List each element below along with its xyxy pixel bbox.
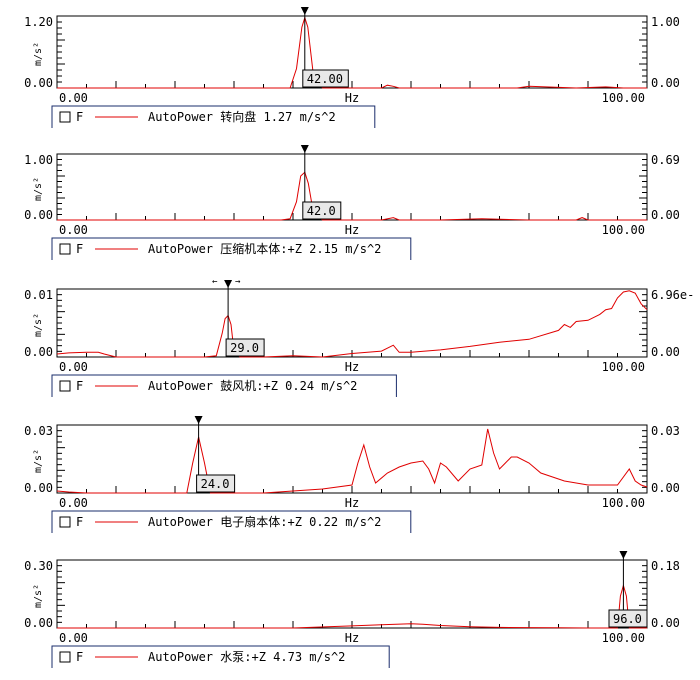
plot-frame[interactable] [56, 424, 648, 494]
x-axis-unit-label: Hz [345, 496, 359, 510]
spectrum-panel-3: 0.01 0.00 6.96e- 0.00 m/s² 0.00 Hz 100.00 ← → 29.0… [24, 277, 694, 397]
y-axis-min-label: 0.00 [24, 345, 53, 359]
plot-frame[interactable] [56, 559, 648, 629]
cursor-value-box [608, 609, 648, 628]
right-axis-max-label: 1.00 [651, 15, 680, 29]
cursor-marker-icon[interactable] [300, 145, 309, 153]
spectrum-trace [56, 290, 648, 358]
y-axis-unit-label: m/s² [33, 584, 44, 608]
legend-text: AutoPower 转向盘 1.27 m/s^2 [148, 109, 336, 124]
right-axis-max-label: 0.18 [651, 559, 680, 573]
right-axis-min-label: 0.00 [651, 481, 680, 495]
cursor-value-box [302, 69, 349, 88]
legend-box [51, 237, 412, 260]
y-axis-unit-label: m/s² [33, 313, 44, 337]
x-axis-min-label: 0.00 [59, 496, 88, 510]
y-axis-max-label: 0.01 [24, 288, 53, 302]
spectrum-panel-5: 0.30 0.00 0.18 0.00 m/s² 0.00 Hz 100.00 96.0 F Aut… [24, 551, 680, 668]
right-axis-min-label: 0.00 [651, 345, 680, 359]
legend-checkbox-label: F [76, 110, 83, 124]
legend-checkbox[interactable] [59, 243, 71, 255]
x-axis-unit-label: Hz [345, 91, 359, 105]
spectrum-trace [57, 171, 647, 221]
x-axis-min-label: 0.00 [59, 631, 88, 645]
legend-checkbox-label: F [76, 515, 83, 529]
x-axis-unit-label: Hz [345, 360, 359, 374]
legend-box [51, 645, 390, 668]
right-axis-min-label: 0.00 [651, 616, 680, 630]
cursor-value-box [196, 474, 236, 493]
y-axis-max-label: 1.00 [24, 153, 53, 167]
legend-checkbox-label: F [76, 650, 83, 664]
legend-checkbox-label: F [76, 379, 83, 393]
y-axis-unit-label: m/s² [33, 449, 44, 473]
y-axis-min-label: 0.00 [24, 208, 53, 222]
legend-text: AutoPower 水泵:+Z 4.73 m/s^2 [148, 650, 345, 664]
legend-box [51, 105, 376, 128]
legend-checkbox[interactable] [59, 380, 71, 392]
legend-box [51, 510, 412, 533]
plot-frame[interactable] [56, 288, 648, 358]
y-axis-max-label: 0.30 [24, 559, 53, 573]
y-axis-unit-label: m/s² [33, 42, 44, 66]
cursor-value-label: 24.0 [201, 477, 230, 491]
cursor-value-label: 29.0 [230, 341, 259, 355]
legend-text: AutoPower 电子扇本体:+Z 0.22 m/s^2 [148, 514, 381, 529]
plot-frame[interactable] [56, 15, 648, 89]
plot-frame[interactable] [56, 153, 648, 221]
x-axis-max-label: 100.00 [602, 631, 645, 645]
legend-checkbox-label: F [76, 242, 83, 256]
y-axis-unit-label: m/s² [33, 177, 44, 201]
right-axis-max-label: 0.69 [651, 153, 680, 167]
cursor-marker-icon[interactable] [619, 551, 628, 559]
x-axis-max-label: 100.00 [602, 223, 645, 237]
y-axis-min-label: 0.00 [24, 616, 53, 630]
cursor-marker-icon[interactable] [300, 7, 309, 15]
spectrum-trace [56, 428, 648, 494]
spectrum-trace [57, 16, 647, 89]
x-axis-max-label: 100.00 [602, 91, 645, 105]
x-axis-unit-label: Hz [345, 631, 359, 645]
right-axis-min-label: 0.00 [651, 208, 680, 222]
y-axis-min-label: 0.00 [24, 481, 53, 495]
spectrum-panel-4: 0.03 0.00 0.03 0.00 m/s² 0.00 Hz 100.00 24.0 F Aut… [24, 416, 680, 533]
x-axis-max-label: 100.00 [602, 496, 645, 510]
x-axis-unit-label: Hz [345, 223, 359, 237]
legend-checkbox[interactable] [59, 516, 71, 528]
x-axis-min-label: 0.00 [59, 223, 88, 237]
y-axis-max-label: 1.20 [24, 15, 53, 29]
cursor-right-arrow-icon[interactable]: → [235, 277, 241, 287]
x-axis-min-label: 0.00 [59, 91, 88, 105]
cursor-value-box [302, 201, 342, 220]
spectrum-trace [57, 583, 647, 629]
cursor-marker-icon[interactable] [194, 416, 203, 424]
right-axis-max-label: 0.03 [651, 424, 680, 438]
y-axis-min-label: 0.00 [24, 76, 53, 90]
cursor-value-label: 42.0 [307, 204, 336, 218]
legend-checkbox[interactable] [59, 651, 71, 663]
legend-text: AutoPower 鼓风机:+Z 0.24 m/s^2 [148, 379, 357, 393]
legend-text: AutoPower 压缩机本体:+Z 2.15 m/s^2 [148, 241, 381, 256]
spectrum-panel-1: 1.20 0.00 1.00 0.00 m/s² 0.00 Hz 100.00 42.00 F Au… [24, 7, 680, 128]
y-axis-max-label: 0.03 [24, 424, 53, 438]
legend-checkbox[interactable] [59, 111, 71, 123]
cursor-value-box [225, 338, 265, 357]
cursor-value-label: 42.00 [307, 72, 343, 86]
cursor-left-arrow-icon[interactable]: ← [212, 277, 218, 287]
right-axis-min-label: 0.00 [651, 76, 680, 90]
x-axis-min-label: 0.00 [59, 360, 88, 374]
spectrum-panel-2: 1.00 0.00 0.69 0.00 m/s² 0.00 Hz 100.00 42.0 F Aut… [24, 145, 680, 260]
right-axis-max-label: 6.96e- [651, 288, 694, 302]
cursor-marker-icon[interactable] [224, 280, 233, 288]
x-axis-max-label: 100.00 [602, 360, 645, 374]
cursor-value-label: 96.0 [613, 612, 642, 626]
legend-box [51, 374, 397, 397]
